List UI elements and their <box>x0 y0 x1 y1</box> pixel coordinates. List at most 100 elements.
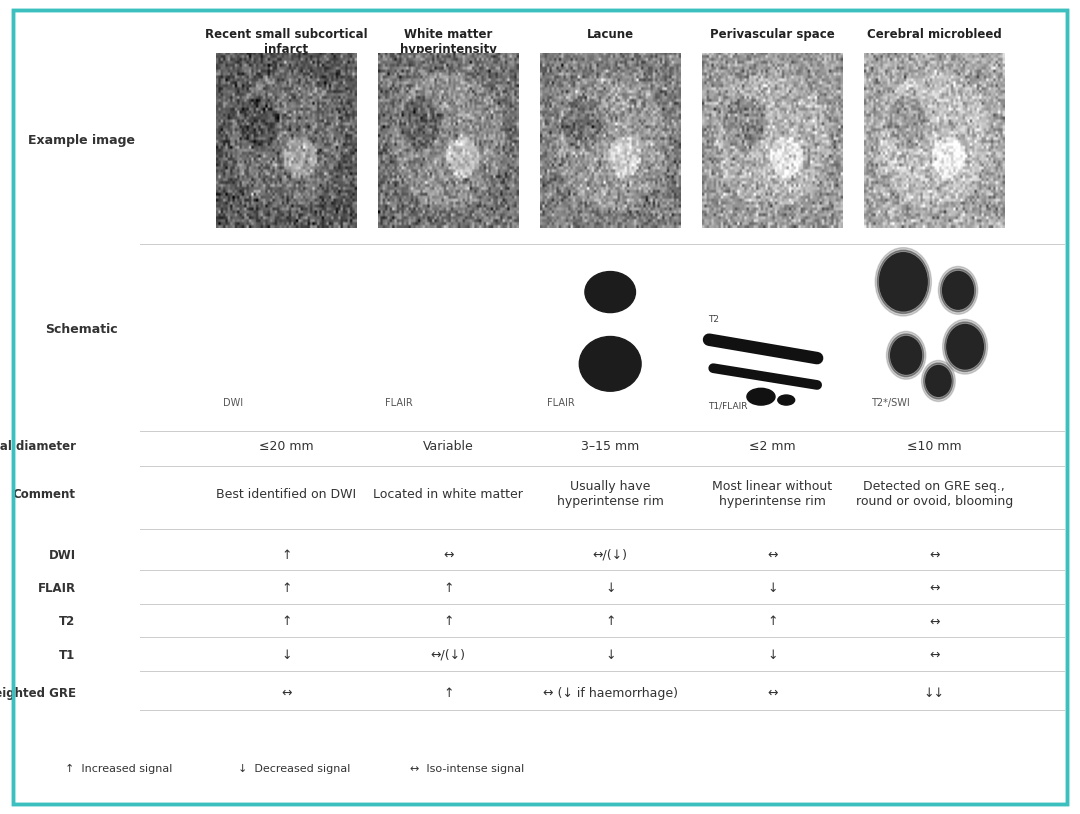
Text: ↔: ↔ <box>929 582 940 595</box>
Text: ↔: ↔ <box>929 615 940 628</box>
Circle shape <box>747 388 775 405</box>
Circle shape <box>941 269 975 312</box>
Circle shape <box>921 361 956 401</box>
Text: White matter
hyperintensity: White matter hyperintensity <box>400 28 497 56</box>
Text: Lacune: Lacune <box>586 28 634 42</box>
Text: ↓↓: ↓↓ <box>923 687 945 700</box>
Circle shape <box>939 266 977 314</box>
Circle shape <box>409 278 487 374</box>
Text: Example image: Example image <box>27 134 135 147</box>
Circle shape <box>943 319 987 374</box>
Circle shape <box>887 331 926 379</box>
Text: ↑: ↑ <box>281 615 292 628</box>
Circle shape <box>229 265 329 387</box>
Text: Recent small subcortical
infarct: Recent small subcortical infarct <box>205 28 367 56</box>
Text: ↓  Decreased signal: ↓ Decreased signal <box>238 764 350 774</box>
Text: FLAIR: FLAIR <box>384 398 413 409</box>
Circle shape <box>923 363 954 399</box>
Circle shape <box>434 309 462 344</box>
Ellipse shape <box>579 336 642 392</box>
Circle shape <box>778 395 795 405</box>
Circle shape <box>947 325 984 369</box>
Text: Schematic: Schematic <box>44 323 118 336</box>
Ellipse shape <box>582 268 638 316</box>
Text: ↑: ↑ <box>443 615 454 628</box>
Text: FLAIR: FLAIR <box>38 582 76 595</box>
Text: Located in white matter: Located in white matter <box>374 488 523 501</box>
Text: ↑  Increased signal: ↑ Increased signal <box>65 764 172 774</box>
Text: Best identified on DWI: Best identified on DWI <box>216 488 356 501</box>
Circle shape <box>926 365 951 396</box>
Text: 3–15 mm: 3–15 mm <box>581 440 639 453</box>
Circle shape <box>891 336 921 374</box>
Text: ↑: ↑ <box>767 615 778 628</box>
Text: T1/FLAIR: T1/FLAIR <box>707 402 747 411</box>
Text: DWI: DWI <box>224 398 243 409</box>
Text: Comment: Comment <box>13 488 76 501</box>
Text: Usually have
hyperintense rim: Usually have hyperintense rim <box>557 480 663 508</box>
Circle shape <box>392 258 504 395</box>
Text: ↔: ↔ <box>443 549 454 562</box>
Text: ↓: ↓ <box>767 582 778 595</box>
Text: ↓: ↓ <box>281 649 292 662</box>
Circle shape <box>879 253 927 311</box>
Circle shape <box>775 304 792 315</box>
Text: ↔  Iso-intense signal: ↔ Iso-intense signal <box>410 764 525 774</box>
Text: ↔: ↔ <box>281 687 292 700</box>
Circle shape <box>268 313 291 340</box>
Text: FLAIR: FLAIR <box>546 398 575 409</box>
Ellipse shape <box>565 322 656 406</box>
Text: ↑: ↑ <box>443 687 454 700</box>
Text: Perivascular space: Perivascular space <box>710 28 835 42</box>
Text: Cerebral microbleed: Cerebral microbleed <box>867 28 1001 42</box>
Text: T2: T2 <box>59 615 76 628</box>
Circle shape <box>426 299 471 353</box>
Text: ↔: ↔ <box>929 549 940 562</box>
Circle shape <box>747 296 775 313</box>
Circle shape <box>261 304 297 348</box>
Ellipse shape <box>585 272 635 313</box>
Text: Detected on GRE seq.,
round or ovoid, blooming: Detected on GRE seq., round or ovoid, bl… <box>855 480 1013 508</box>
Text: ↔: ↔ <box>767 549 778 562</box>
Text: T2*-weighted GRE: T2*-weighted GRE <box>0 687 76 700</box>
Text: Most linear without
hyperintense rim: Most linear without hyperintense rim <box>712 480 833 508</box>
Text: ↓: ↓ <box>605 649 616 662</box>
Ellipse shape <box>573 261 647 323</box>
FancyBboxPatch shape <box>13 10 1067 804</box>
Text: ↔ (↓ if haemorrhage): ↔ (↓ if haemorrhage) <box>542 687 678 700</box>
Circle shape <box>943 272 973 309</box>
Circle shape <box>877 250 929 313</box>
Text: ↑: ↑ <box>281 582 292 595</box>
Text: ↓: ↓ <box>767 649 778 662</box>
Text: DWI: DWI <box>49 549 76 562</box>
Circle shape <box>220 255 338 398</box>
Text: T2*/SWI: T2*/SWI <box>870 398 909 409</box>
Text: Variable: Variable <box>423 440 473 453</box>
Text: ≤20 mm: ≤20 mm <box>259 440 313 453</box>
Text: ≤10 mm: ≤10 mm <box>907 440 961 453</box>
Text: ↑: ↑ <box>281 549 292 562</box>
Circle shape <box>945 322 985 371</box>
Ellipse shape <box>573 330 647 398</box>
Text: ↔: ↔ <box>929 649 940 662</box>
Ellipse shape <box>581 266 639 317</box>
Ellipse shape <box>570 326 650 401</box>
Text: ≤2 mm: ≤2 mm <box>748 440 796 453</box>
Text: Usual diameter: Usual diameter <box>0 440 76 453</box>
Text: ↔/(↓): ↔/(↓) <box>593 549 627 562</box>
Circle shape <box>889 334 923 377</box>
Text: T2: T2 <box>707 315 718 324</box>
Text: ↔: ↔ <box>767 687 778 700</box>
Circle shape <box>254 295 305 357</box>
Text: T1: T1 <box>59 649 76 662</box>
Circle shape <box>238 275 322 378</box>
Circle shape <box>417 289 480 364</box>
Circle shape <box>875 247 931 316</box>
Text: ↑: ↑ <box>443 582 454 595</box>
Text: ↓: ↓ <box>605 582 616 595</box>
Ellipse shape <box>568 256 652 328</box>
Ellipse shape <box>578 265 643 320</box>
Text: ↔/(↓): ↔/(↓) <box>431 649 465 662</box>
Text: ↑: ↑ <box>605 615 616 628</box>
Ellipse shape <box>557 315 663 413</box>
